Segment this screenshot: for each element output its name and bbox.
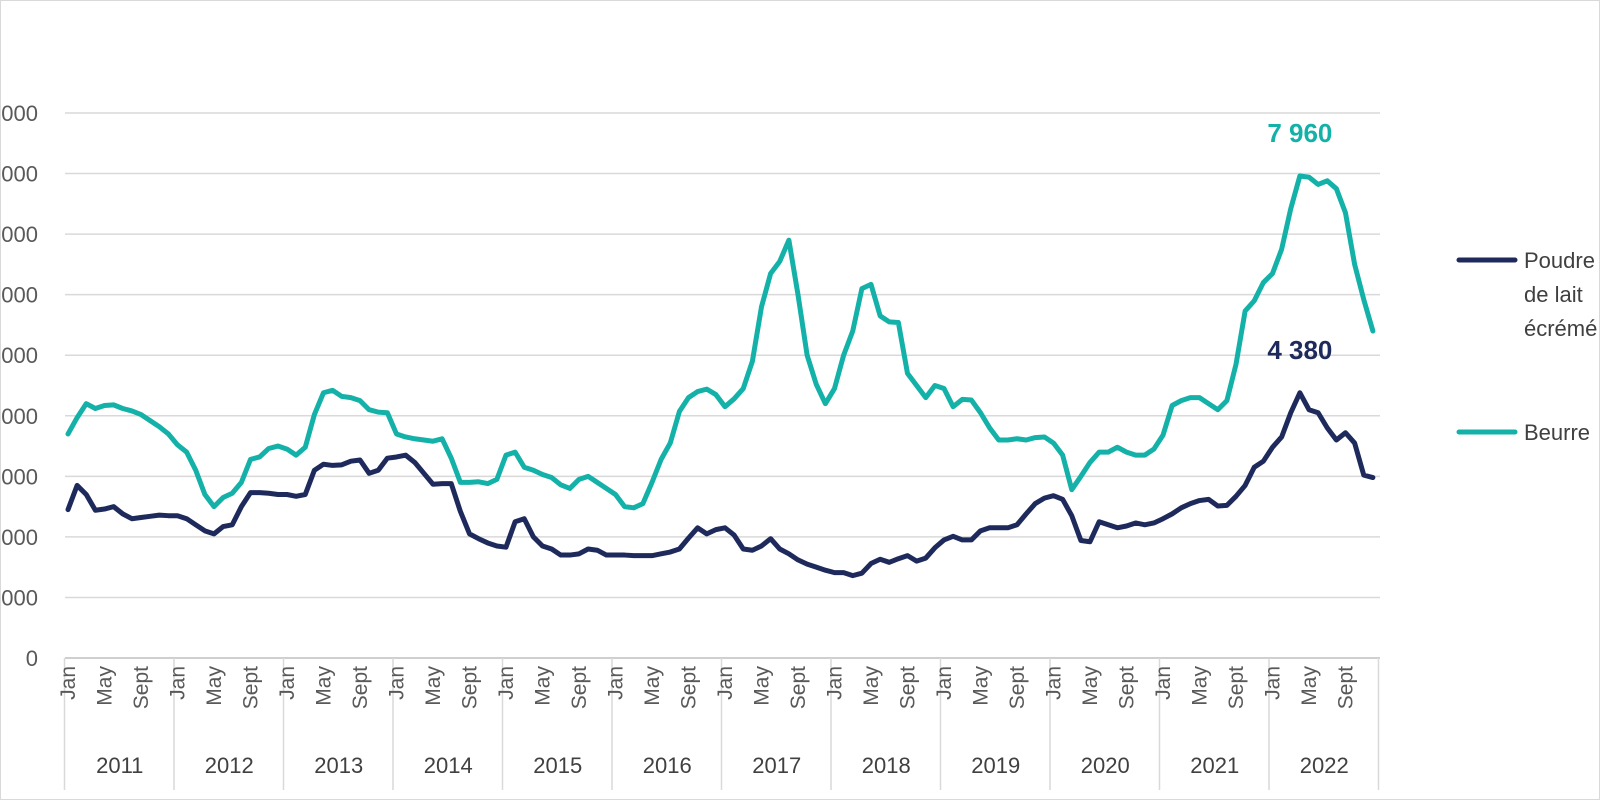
y-axis-tick-labels: 0 1 000 2 000 3 000 4 000 5 000 6 000 7 000 8 00… xyxy=(0,101,38,671)
x-tick-label: May xyxy=(1189,666,1212,706)
y-tick-label: 4 000 xyxy=(0,404,38,429)
y-tick-label: 0 xyxy=(26,646,38,671)
x-tick-label: Sept xyxy=(240,666,263,709)
year-label: 2011 xyxy=(96,753,143,778)
series-lines xyxy=(65,173,1376,579)
y-tick-label: 2 000 xyxy=(0,525,38,550)
y-tick-label: 3 000 xyxy=(0,464,38,489)
legend-label: Beurre xyxy=(1524,420,1590,445)
x-tick-label: Sept xyxy=(897,666,920,709)
legend-item-poudre-de-lait: Poudre de lait écrémé xyxy=(1456,248,1597,341)
y-tick-label: 5 000 xyxy=(0,343,38,368)
data-labels: 4 380 7 960 xyxy=(1267,118,1332,365)
legend-label: de lait xyxy=(1524,282,1583,307)
y-tick-label: 1 000 xyxy=(0,585,38,610)
legend-label: écrémé xyxy=(1524,316,1597,341)
x-tick-label: Sept xyxy=(1225,666,1248,709)
legend-label: Poudre xyxy=(1524,248,1595,273)
y-tick-label: 6 000 xyxy=(0,283,38,308)
year-label: 2014 xyxy=(424,753,473,778)
x-tick-label: May xyxy=(1079,666,1102,706)
year-label: 2022 xyxy=(1300,753,1349,778)
x-tick-label: Sept xyxy=(349,666,372,709)
y-tick-label: 8 000 xyxy=(0,162,38,187)
x-tick-label: May xyxy=(94,666,117,706)
x-tick-label: Jan xyxy=(933,666,956,700)
x-tick-label: Jan xyxy=(276,666,299,700)
x-tick-label: May xyxy=(860,666,883,706)
x-tick-label: Sept xyxy=(459,666,482,709)
series-line-poudre-de-lait xyxy=(65,390,1376,579)
x-tick-label: May xyxy=(751,666,774,706)
x-tick-label: May xyxy=(1298,666,1321,706)
x-tick-label: Sept xyxy=(787,666,810,709)
x-tick-label: Sept xyxy=(1116,666,1139,709)
data-label: 7 960 xyxy=(1267,118,1332,148)
y-tick-label: 7 000 xyxy=(0,222,38,247)
data-label: 4 380 xyxy=(1267,335,1332,365)
x-tick-label: Jan xyxy=(495,666,518,700)
x-tick-label: Sept xyxy=(1006,666,1029,709)
x-tick-label: Sept xyxy=(1335,666,1358,709)
x-tick-label: Jan xyxy=(824,666,847,700)
x-tick-label: Jan xyxy=(1262,666,1285,700)
year-label: 2020 xyxy=(1081,753,1130,778)
year-label: 2019 xyxy=(971,753,1020,778)
year-label: 2021 xyxy=(1190,753,1239,778)
x-tick-label: May xyxy=(641,666,664,706)
x-tick-label: May xyxy=(422,666,445,706)
gridlines xyxy=(65,112,1380,599)
year-label: 2013 xyxy=(314,753,363,778)
x-tick-label: Sept xyxy=(678,666,701,709)
year-label: 2016 xyxy=(643,753,692,778)
y-tick-label: 9 000 xyxy=(0,101,38,126)
x-tick-label: Jan xyxy=(1152,666,1175,700)
legend: Poudre de lait écrémé Beurre xyxy=(1456,248,1597,445)
x-tick-label: May xyxy=(970,666,993,706)
x-tick-label: Sept xyxy=(130,666,153,709)
year-label: 2018 xyxy=(862,753,911,778)
x-tick-label: May xyxy=(532,666,555,706)
x-tick-label: Jan xyxy=(714,666,737,700)
legend-item-beurre: Beurre xyxy=(1456,420,1590,445)
year-label: 2012 xyxy=(205,753,254,778)
year-label: 2015 xyxy=(533,753,582,778)
x-tick-label: Jan xyxy=(605,666,628,700)
x-tick-label: May xyxy=(203,666,226,706)
x-axis: Jan May Sept 2011 Jan May Sept 2012 Jan May Sept 20… xyxy=(57,657,1380,790)
year-label: 2017 xyxy=(752,753,801,778)
x-tick-label: Jan xyxy=(386,666,409,700)
x-tick-label: Sept xyxy=(568,666,591,709)
x-tick-label: May xyxy=(313,666,336,706)
series-line-beurre xyxy=(65,173,1376,511)
x-tick-label: Jan xyxy=(57,666,80,700)
x-tick-label: Jan xyxy=(167,666,190,700)
x-tick-label: Jan xyxy=(1043,666,1066,700)
